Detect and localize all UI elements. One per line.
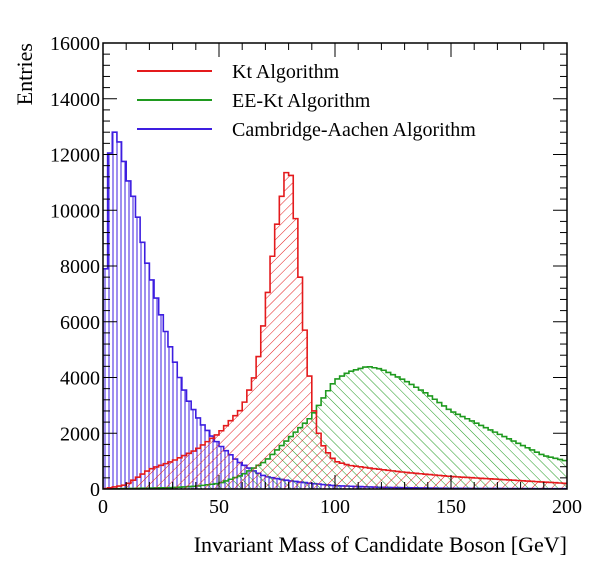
legend-label: EE-Kt Algorithm <box>232 90 371 112</box>
legend-item: EE-Kt Algorithm <box>137 90 371 112</box>
x-axis-title: Invariant Mass of Candidate Boson [GeV] <box>194 532 567 557</box>
x-axis-tick-labels: 0 50 100 150 200 <box>98 496 582 518</box>
x-tick-label: 50 <box>209 496 229 518</box>
x-tick-label: 0 <box>98 496 108 518</box>
y-tick-label: 14000 <box>50 89 100 111</box>
y-tick-label: 2000 <box>60 423 100 445</box>
histogram-outline <box>103 171 567 489</box>
x-tick-label: 100 <box>320 496 350 518</box>
legend: Kt Algorithm EE-Kt Algorithm Cambridge-Aac… <box>137 61 476 141</box>
histogram-fill <box>103 366 567 489</box>
y-tick-label: 16000 <box>50 33 100 55</box>
y-tick-label: 10000 <box>50 200 100 222</box>
axis-ticks <box>102 42 568 490</box>
legend-item: Cambridge-Aachen Algorithm <box>137 119 476 141</box>
y-tick-label: 4000 <box>60 368 100 390</box>
legend-label: Kt Algorithm <box>232 61 340 83</box>
x-tick-label: 150 <box>436 496 466 518</box>
y-tick-label: 6000 <box>60 312 100 334</box>
y-tick-label: 0 <box>90 479 100 501</box>
x-tick-label: 200 <box>552 496 582 518</box>
y-tick-label: 8000 <box>60 256 100 278</box>
series-kt-algorithm <box>103 171 567 489</box>
series-layer <box>103 131 567 489</box>
legend-label: Cambridge-Aachen Algorithm <box>232 119 476 141</box>
histogram-fill <box>103 132 567 489</box>
y-tick-label: 12000 <box>50 145 100 167</box>
legend-item: Kt Algorithm <box>137 61 340 83</box>
y-axis-tick-labels: 0 2000 4000 6000 8000 10000 12000 14000 16000 <box>50 33 100 501</box>
y-axis-title: Entries <box>12 43 37 105</box>
